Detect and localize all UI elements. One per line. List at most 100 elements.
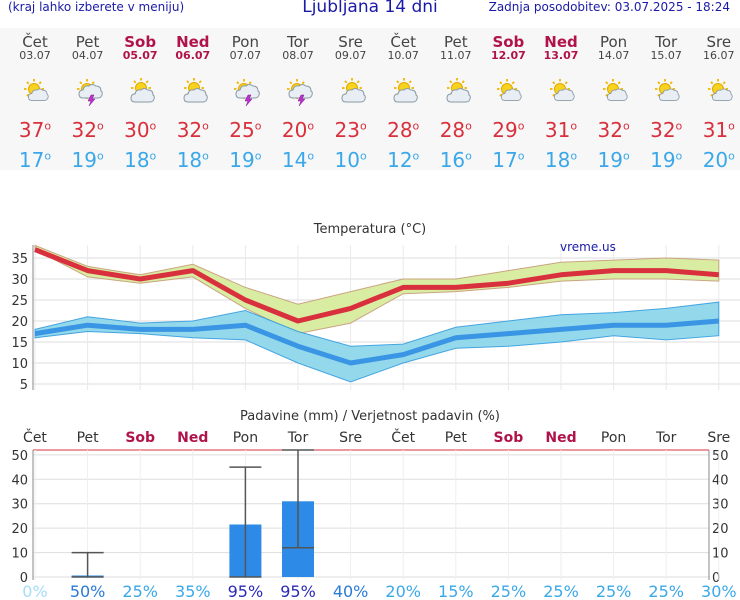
max-temperature: 31o [702, 118, 735, 142]
daily-forecast-strip: Čet 03.07 37o 17o Pet 04.07 32o 19o Sob 05.07 30o 1… [0, 28, 740, 172]
day-name: Tor [287, 33, 309, 51]
precipitation-y-tick-right: 20 [712, 522, 729, 537]
precipitation-x-tick: Pet [77, 430, 100, 446]
watermark: vreme.us [560, 240, 616, 254]
max-temperature: 32o [650, 118, 683, 142]
forecast-day: Sre 16.07 31o 20o [693, 33, 740, 172]
forecast-day: Pet 11.07 28o 16o [430, 34, 482, 172]
day-date: 11.07 [440, 49, 472, 62]
precipitation-y-tick-left: 50 [11, 449, 28, 464]
day-name: Čet [390, 33, 416, 51]
day-date: 08.07 [282, 49, 314, 62]
day-date: 07.07 [229, 49, 262, 62]
precipitation-y-tick-left: 30 [11, 498, 28, 513]
min-temperature: 10o [334, 148, 367, 172]
partly-cloudy-icon [339, 78, 367, 106]
sun-cloud-icon [496, 78, 524, 106]
min-temperature: 14o [281, 148, 315, 172]
precipitation-x-tick: Tor [655, 430, 677, 446]
precipitation-probability: 25% [543, 582, 579, 600]
day-name: Čet [22, 33, 48, 51]
precipitation-probability: 95% [280, 582, 316, 600]
precipitation-probability: 25% [491, 582, 527, 600]
forecast-day: Sre 09.07 23o 10o [325, 33, 377, 172]
temperature-y-tick: 25 [11, 294, 28, 309]
precipitation-probability: 35% [175, 582, 211, 600]
precipitation-probability: 25% [596, 582, 632, 600]
precipitation-probability: 25% [122, 582, 158, 600]
precipitation-x-tick: Ned [177, 430, 208, 446]
precipitation-x-tick: Ned [545, 430, 576, 446]
tmin-range-band [34, 301, 720, 383]
forecast-day: Ned 06.07 32o 18o [167, 34, 219, 172]
min-temperature: 18o [124, 148, 157, 172]
menu-note: (kraj lahko izberete v meniju) [8, 0, 185, 14]
max-temperature: 29o [492, 118, 525, 142]
precipitation-probability: 95% [228, 582, 264, 600]
thunderstorm-icon [233, 78, 261, 107]
partly-cloudy-icon [391, 78, 419, 106]
precipitation-x-tick: Sob [125, 430, 155, 446]
max-temperature: 31o [544, 118, 578, 142]
forecast-day: Čet 03.07 37o 17o [9, 33, 61, 172]
precipitation-y-tick-left: 20 [11, 522, 28, 537]
day-date: 05.07 [122, 49, 158, 62]
forecast-day: Pet 04.07 32o 19o [62, 34, 114, 172]
day-date: 12.07 [490, 49, 526, 62]
last-updated: Zadnja posodobitev: 03.07.2025 - 18:24 [488, 0, 730, 14]
day-date: 14.07 [597, 49, 630, 62]
precipitation-x-tick: Tor [287, 430, 309, 446]
day-date: 15.07 [650, 49, 682, 62]
min-temperature: 16o [439, 148, 472, 172]
max-temperature: 20o [281, 118, 315, 142]
precipitation-probability: 15% [438, 582, 474, 600]
partly-cloudy-icon [444, 78, 472, 106]
min-temperature: 19o [650, 148, 683, 172]
day-name: Sob [124, 33, 157, 51]
max-temperature: 30o [124, 118, 157, 142]
forecast-day: Sob 12.07 29o 17o [482, 33, 534, 172]
precipitation-y-tick-right: 10 [712, 547, 729, 562]
max-temperature: 28o [439, 118, 472, 142]
min-temperature: 17o [492, 148, 525, 172]
temperature-y-tick: 15 [11, 336, 28, 351]
max-temperature: 32o [597, 118, 630, 142]
precipitation-y-tick-left: 0 [20, 571, 28, 586]
temperature-y-tick: 20 [11, 315, 28, 330]
precipitation-probability: 40% [333, 582, 369, 600]
precipitation-x-tick: Pon [601, 430, 626, 446]
min-temperature: 18o [176, 148, 209, 172]
max-temperature: 32o [71, 118, 104, 142]
precipitation-x-tick: Sre [707, 430, 730, 446]
precipitation-y-tick-right: 30 [712, 498, 729, 513]
precipitation-probability: 30% [701, 582, 737, 600]
day-name: Pon [231, 33, 259, 51]
sun-cloud-icon [23, 78, 51, 106]
min-temperature: 19o [229, 148, 262, 172]
day-date: 03.07 [19, 49, 51, 62]
day-name: Sre [706, 33, 732, 51]
precipitation-x-tick: Čet [23, 428, 47, 446]
forecast-day: Pon 14.07 32o 19o [588, 34, 640, 172]
day-name: Ned [544, 33, 578, 51]
day-name: Tor [655, 33, 678, 51]
temperature-y-tick: 35 [11, 252, 28, 267]
tmax-range-band [34, 244, 720, 335]
precipitation-x-tick: Pon [233, 430, 258, 446]
precipitation-chart-title: Padavine (mm) / Verjetnost padavin (%) [240, 409, 500, 424]
precipitation-y-tick-right: 50 [712, 449, 729, 464]
day-date: 16.07 [703, 49, 735, 62]
day-name: Sob [492, 33, 525, 51]
day-name: Sre [338, 33, 363, 51]
max-temperature: 37o [18, 118, 52, 142]
max-temperature: 23o [334, 118, 367, 142]
max-temperature: 28o [387, 118, 420, 142]
min-temperature: 17o [18, 148, 52, 172]
partly-cloudy-icon [128, 78, 156, 106]
sun-cloud-icon [654, 78, 682, 106]
min-temperature: 19o [71, 148, 104, 172]
sun-cloud-icon [602, 78, 630, 106]
tmin-line [34, 318, 719, 366]
max-temperature: 32o [176, 118, 209, 142]
